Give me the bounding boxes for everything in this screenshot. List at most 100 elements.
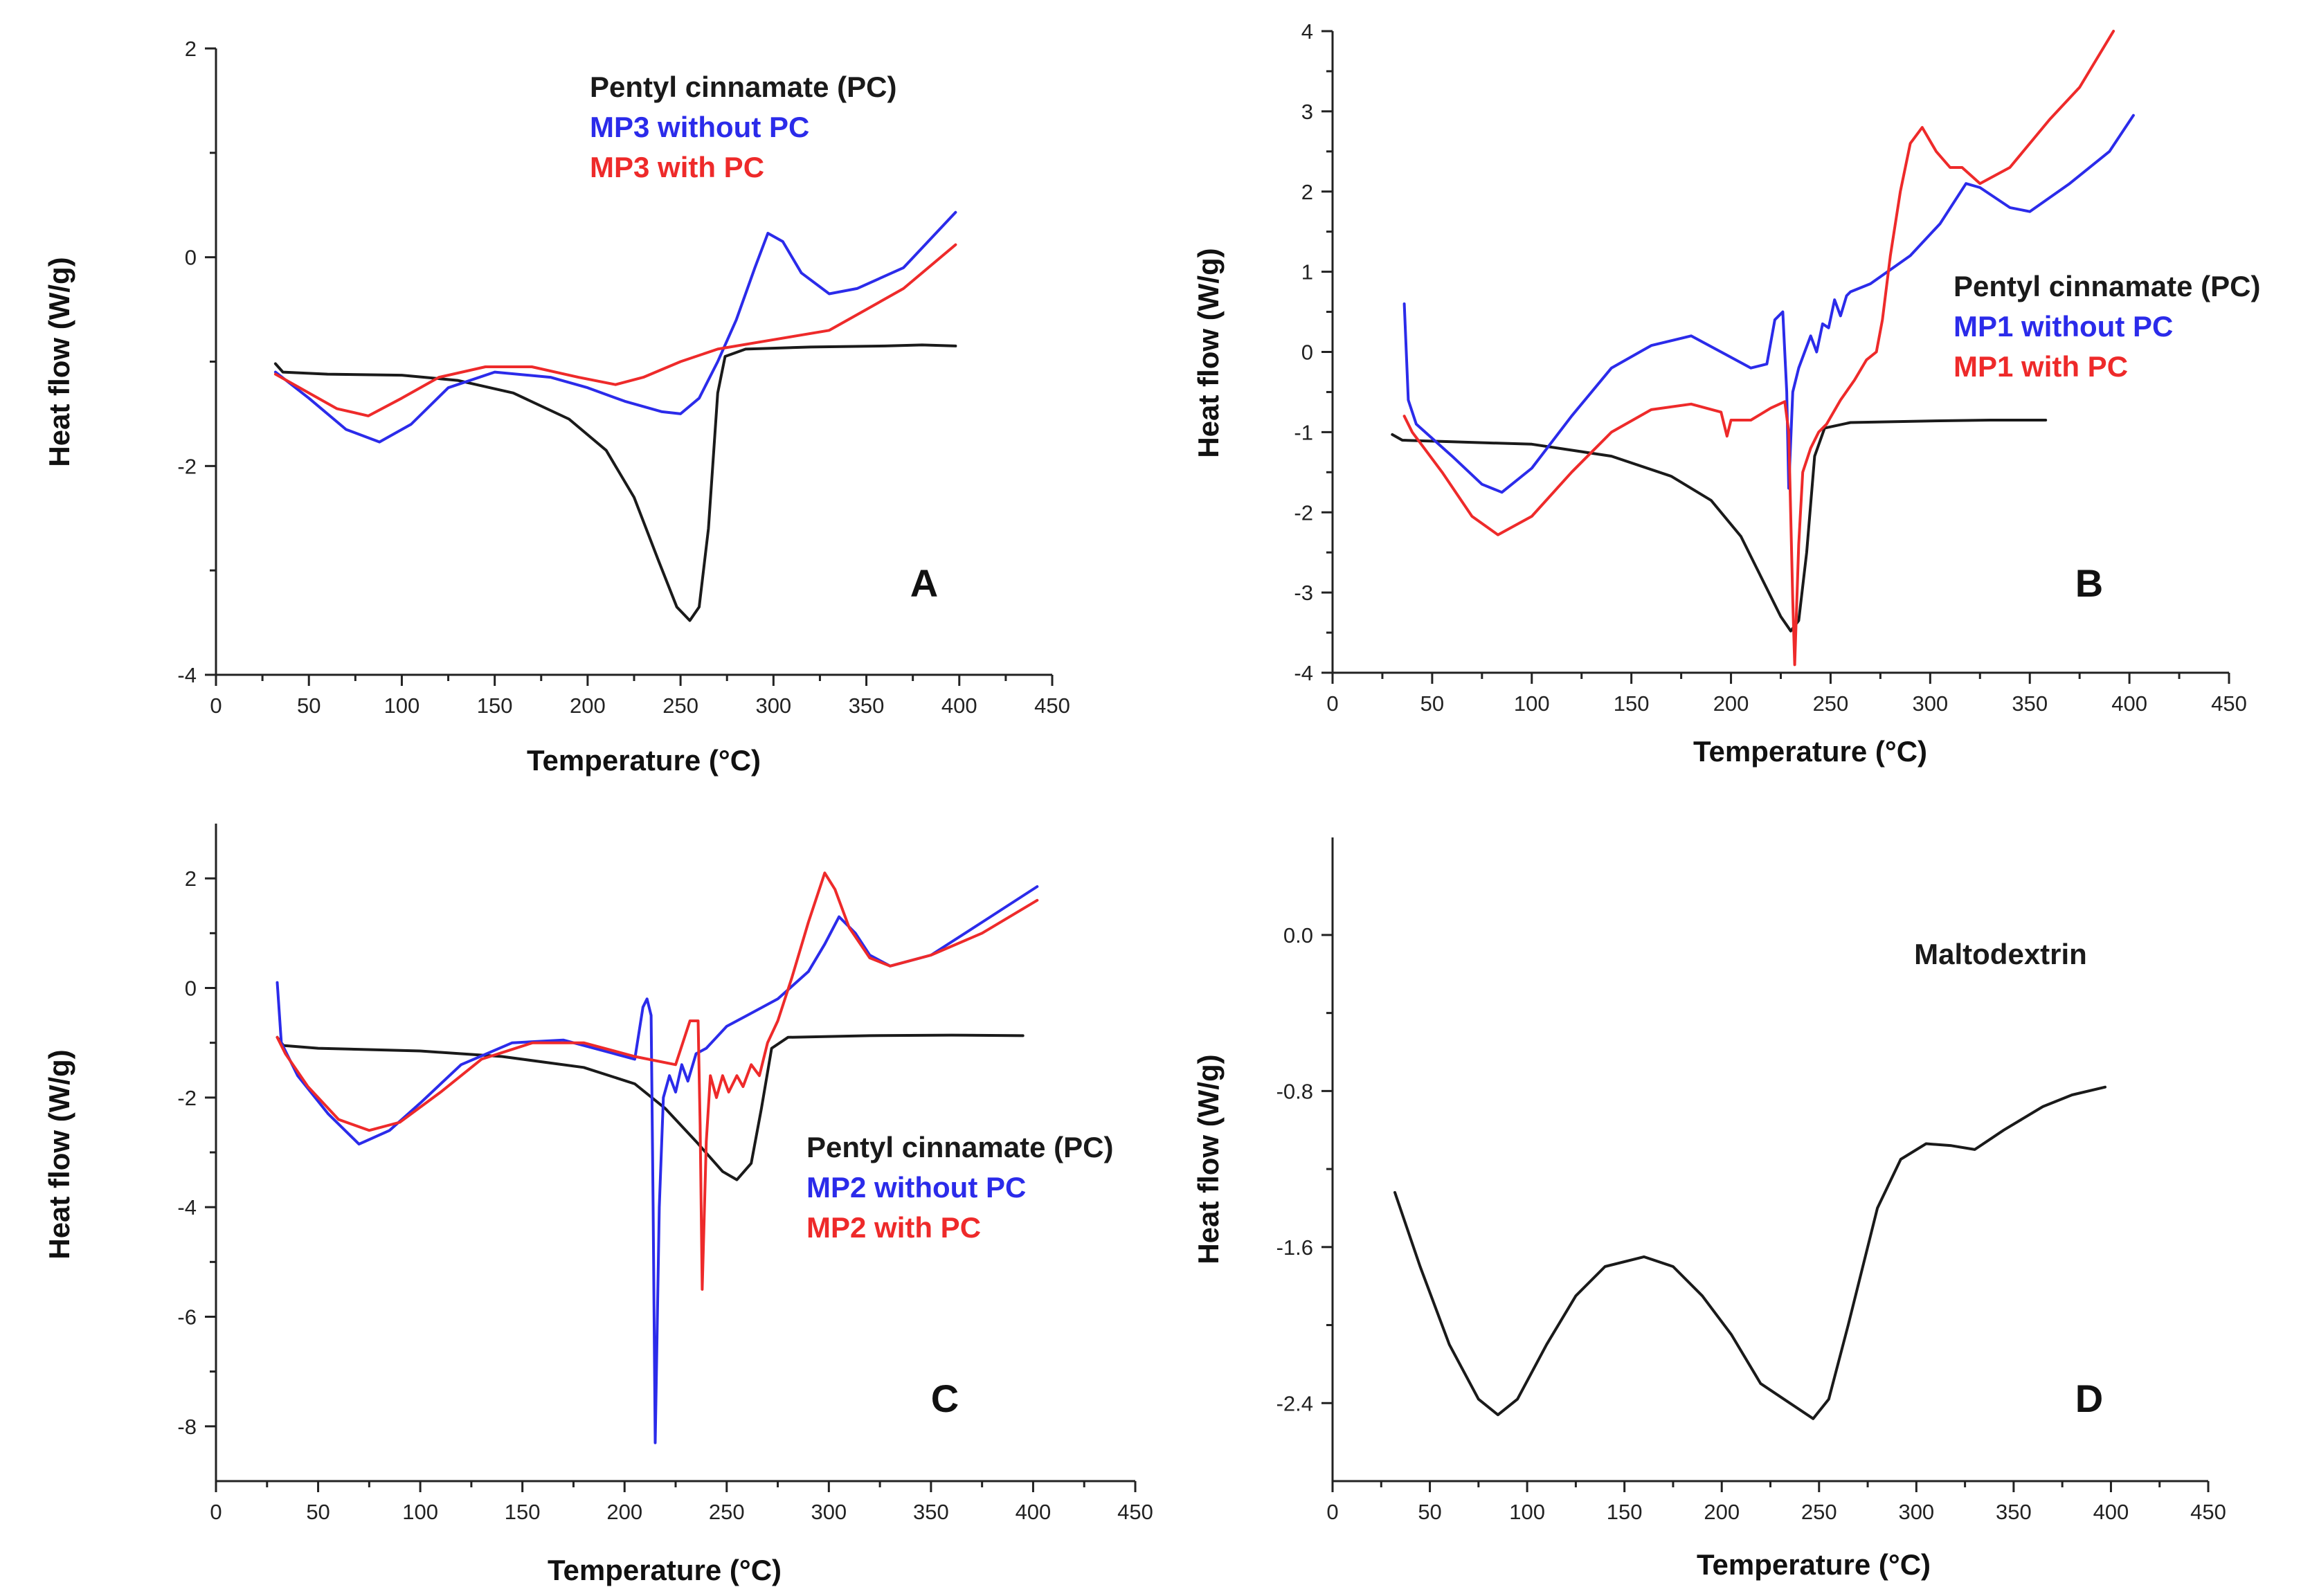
x-tick-label: 250	[1801, 1500, 1837, 1524]
x-tick-label: 300	[1912, 691, 1948, 716]
x-tick-label: 50	[297, 693, 321, 718]
x-tick-label: 450	[2211, 691, 2247, 716]
y-tick-label: 4	[1301, 19, 1313, 44]
y-tick-label: -2	[1294, 500, 1313, 525]
y-axis-title: Heat flow (W/g)	[1192, 1054, 1225, 1264]
x-tick-label: 200	[1713, 691, 1749, 716]
x-tick-label: 400	[1016, 1500, 1052, 1524]
legend-entry-pentyl-cinnamate-pc: Pentyl cinnamate (PC)	[590, 71, 896, 103]
y-tick-label: -4	[177, 663, 197, 687]
panel-c: 0 50 100 150 200 250 300 350 400 450 -8 -6 -4 -2 0 2 Tem…	[43, 824, 1153, 1586]
x-tick-label: 300	[1898, 1500, 1934, 1524]
y-tick-label: -4	[177, 1195, 197, 1219]
x-axis-title: Temperature (°C)	[1697, 1548, 1931, 1581]
legend-entry-mp2-without-pc: MP2 without PC	[806, 1171, 1026, 1204]
y-tick-label: 2	[185, 867, 197, 891]
series-line-mp3-with-pc	[273, 243, 957, 417]
x-tick-label: 50	[1420, 691, 1444, 716]
series-line-mp2-without-pc	[276, 885, 1039, 1444]
x-tick-label: 250	[1813, 691, 1849, 716]
panel-a: 0 50 100 150 200 250 300 350 400 450 -4 -2 0 2 Tempera…	[43, 37, 1070, 777]
x-tick-label: 0	[1326, 691, 1338, 716]
x-tick-label: 100	[402, 1500, 438, 1524]
y-tick-label: -2.4	[1276, 1391, 1313, 1415]
panel-letter-b: B	[2075, 561, 2103, 605]
x-tick-label: 250	[709, 1500, 745, 1524]
x-tick-label: 200	[570, 693, 606, 718]
y-tick-label: 2	[185, 37, 197, 61]
x-tick-label: 450	[2190, 1500, 2226, 1524]
x-tick-label: 400	[2111, 691, 2147, 716]
legend-entry-mp1-with-pc: MP1 with PC	[1953, 350, 2128, 383]
legend-entry-maltodextrin: Maltodextrin	[1914, 938, 2087, 970]
y-tick-label: 0	[185, 246, 197, 270]
x-tick-label: 350	[1996, 1500, 2032, 1524]
series-line-pentyl-cinnamate-pc	[1391, 419, 2048, 633]
panel-letter-d: D	[2075, 1377, 2103, 1420]
legend-entry-mp1-without-pc: MP1 without PC	[1953, 310, 2173, 343]
x-tick-label: 300	[755, 693, 791, 718]
x-tick-label: 150	[505, 1500, 541, 1524]
y-tick-label: -3	[1294, 581, 1313, 605]
y-tick-label: 0.0	[1283, 923, 1313, 947]
legend-entry-mp3-with-pc: MP3 with PC	[590, 151, 764, 183]
x-tick-label: 150	[1614, 691, 1650, 716]
panel-b: 0 50 100 150 200 250 300 350 400 450 -4 -3 -2 -1 0 1 2 3 4…	[1192, 19, 2260, 768]
x-tick-label: 450	[1034, 693, 1070, 718]
y-axis-title: Heat flow (W/g)	[1192, 248, 1225, 457]
x-tick-label: 0	[210, 1500, 222, 1524]
y-tick-label: -8	[177, 1415, 197, 1439]
y-tick-label: 3	[1301, 100, 1313, 124]
x-tick-label: 100	[1509, 1500, 1545, 1524]
y-tick-label: 0	[1301, 341, 1313, 365]
x-tick-label: 400	[2093, 1500, 2129, 1524]
series-line-mp3-without-pc	[273, 210, 957, 444]
legend-entry-mp2-with-pc: MP2 with PC	[806, 1211, 981, 1244]
y-tick-label: -4	[1294, 661, 1313, 685]
y-tick-label: 1	[1301, 260, 1313, 284]
series-line-pentyl-cinnamate-pc	[273, 343, 957, 622]
x-tick-label: 450	[1117, 1500, 1153, 1524]
x-tick-label: 100	[1514, 691, 1550, 716]
y-tick-label: -2	[177, 454, 197, 478]
legend-entry-pentyl-cinnamate-pc: Pentyl cinnamate (PC)	[1953, 270, 2260, 302]
x-axis-title: Temperature (°C)	[548, 1554, 782, 1586]
panel-letter-c: C	[931, 1377, 959, 1420]
x-tick-label: 350	[913, 1500, 949, 1524]
x-tick-label: 200	[606, 1500, 642, 1524]
panel-d: 0 50 100 150 200 250 300 350 400 450 -2.4 -1.6 -0.8 0…	[1192, 837, 2226, 1581]
x-axis-title: Temperature (°C)	[527, 744, 761, 777]
y-axis-title: Heat flow (W/g)	[43, 257, 75, 466]
x-tick-label: 250	[662, 693, 698, 718]
y-tick-label: -1.6	[1276, 1235, 1313, 1260]
x-tick-label: 50	[306, 1500, 330, 1524]
x-tick-label: 200	[1704, 1500, 1740, 1524]
y-tick-label: -1	[1294, 420, 1313, 444]
x-tick-label: 0	[1326, 1500, 1338, 1524]
x-tick-label: 400	[941, 693, 977, 718]
x-tick-label: 150	[1607, 1500, 1643, 1524]
x-tick-label: 350	[2012, 691, 2048, 716]
y-tick-label: -0.8	[1276, 1079, 1313, 1103]
series-line-mp2-with-pc	[276, 871, 1039, 1291]
panel-letter-a: A	[910, 561, 938, 605]
x-tick-label: 150	[477, 693, 513, 718]
series-line-pentyl-cinnamate-pc	[276, 1033, 1025, 1181]
x-tick-label: 0	[210, 693, 222, 718]
y-tick-label: 2	[1301, 180, 1313, 204]
x-tick-label: 100	[384, 693, 420, 718]
x-tick-label: 300	[811, 1500, 847, 1524]
x-tick-label: 350	[849, 693, 885, 718]
series-line-mp1-with-pc	[1402, 30, 2115, 666]
y-tick-label: -2	[177, 1086, 197, 1110]
x-tick-label: 50	[1418, 1500, 1441, 1524]
y-tick-label: 0	[185, 977, 197, 1001]
x-axis-title: Temperature (°C)	[1693, 735, 1927, 768]
legend-entry-mp3-without-pc: MP3 without PC	[590, 111, 809, 143]
y-axis-title: Heat flow (W/g)	[43, 1049, 75, 1259]
series-line-mp1-without-pc	[1402, 114, 2135, 494]
y-tick-label: -6	[177, 1305, 197, 1330]
series-line-maltodextrin	[1393, 1085, 2106, 1420]
legend-entry-pentyl-cinnamate-pc: Pentyl cinnamate (PC)	[806, 1131, 1113, 1163]
